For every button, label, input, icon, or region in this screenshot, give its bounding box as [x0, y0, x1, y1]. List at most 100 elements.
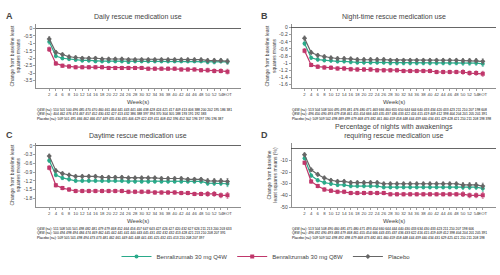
svg-text:Placebo (n=): 509 509 502 498: Placebo (n=): 509 509 502 498 492 498 47… [292, 236, 485, 240]
svg-text:-3.5: -3.5 [24, 77, 33, 83]
svg-text:6: 6 [317, 92, 320, 97]
svg-text:Placebo (n=): 509 501 491 466: Placebo (n=): 509 501 491 466 462 466 45… [37, 117, 223, 121]
svg-text:44: 44 [441, 92, 446, 97]
svg-text:30: 30 [395, 92, 400, 97]
svg-text:Q4W (n=): 513 504 508 490 460: Q4W (n=): 513 504 508 490 460 481 475 48… [292, 227, 474, 231]
svg-text:Week(s): Week(s) [127, 218, 149, 224]
svg-text:-2: -2 [28, 55, 33, 61]
svg-text:-1: -1 [283, 60, 288, 66]
svg-text:20: 20 [362, 211, 367, 216]
svg-text:24: 24 [119, 92, 124, 97]
svg-text:Q8W (n=): 496 492 490 493 483: Q8W (n=): 496 492 490 493 483 479 468 46… [292, 231, 487, 235]
svg-text:-0.2: -0.2 [279, 31, 288, 37]
svg-text:24: 24 [375, 211, 380, 216]
svg-text:16: 16 [348, 211, 353, 216]
svg-text:26: 26 [381, 211, 386, 216]
svg-text:44: 44 [185, 211, 190, 216]
svg-text:0: 0 [30, 25, 33, 31]
svg-text:40: 40 [172, 211, 177, 216]
svg-text:38: 38 [421, 211, 426, 216]
svg-text:40: 40 [172, 92, 177, 97]
svg-text:-1.5: -1.5 [24, 186, 33, 192]
svg-text:8: 8 [323, 211, 326, 216]
svg-text:4: 4 [310, 92, 313, 97]
svg-text:12: 12 [335, 92, 340, 97]
svg-text:24: 24 [119, 211, 124, 216]
svg-text:54: 54 [474, 92, 479, 97]
svg-text:Change from baseline leastsqua: Change from baseline leastsquares means [9, 144, 21, 205]
svg-text:EOT: EOT [478, 211, 487, 216]
svg-text:6: 6 [61, 92, 64, 97]
svg-text:Daily rescue medication use: Daily rescue medication use [94, 13, 182, 21]
svg-text:22: 22 [368, 211, 373, 216]
svg-text:-1.8: -1.8 [24, 195, 33, 201]
svg-text:-40: -40 [280, 192, 287, 198]
svg-text:4: 4 [55, 92, 58, 97]
svg-text:32: 32 [146, 92, 151, 97]
svg-text:46: 46 [447, 92, 452, 97]
svg-text:26: 26 [381, 92, 386, 97]
svg-text:10: 10 [329, 92, 334, 97]
svg-text:EOT: EOT [223, 211, 232, 216]
svg-text:12: 12 [335, 211, 340, 216]
svg-text:B: B [261, 11, 268, 21]
svg-text:50: 50 [461, 211, 466, 216]
svg-text:22: 22 [368, 92, 373, 97]
svg-text:Q4W (n=): 513 504 508 500 495: Q4W (n=): 513 504 508 500 495 493 481 47… [292, 108, 487, 112]
svg-text:54: 54 [474, 211, 479, 216]
svg-text:24: 24 [375, 92, 380, 97]
svg-text:-20: -20 [280, 169, 287, 175]
svg-text:0: 0 [30, 143, 33, 149]
svg-text:2: 2 [303, 211, 306, 216]
svg-text:-50: -50 [280, 204, 287, 210]
svg-text:-0.3: -0.3 [24, 151, 33, 157]
svg-text:50: 50 [205, 211, 210, 216]
svg-text:12: 12 [80, 211, 85, 216]
svg-text:-0.6: -0.6 [24, 160, 33, 166]
svg-text:A: A [6, 11, 13, 21]
svg-text:48: 48 [454, 92, 459, 97]
svg-text:-0.8: -0.8 [279, 53, 288, 59]
svg-text:20: 20 [362, 92, 367, 97]
svg-text:20: 20 [106, 211, 111, 216]
svg-text:52: 52 [212, 92, 217, 97]
svg-text:Change from baseline leastsqua: Change from baseline leastsquares means [264, 25, 277, 86]
svg-text:C: C [6, 130, 13, 140]
svg-text:50: 50 [461, 92, 466, 97]
svg-text:12: 12 [80, 92, 85, 97]
svg-text:42: 42 [179, 211, 184, 216]
svg-text:8: 8 [68, 211, 71, 216]
svg-text:52: 52 [212, 211, 217, 216]
svg-text:-10: -10 [280, 157, 287, 163]
svg-text:34: 34 [408, 211, 413, 216]
svg-text:46: 46 [192, 211, 197, 216]
svg-text:22: 22 [113, 92, 118, 97]
svg-text:38: 38 [166, 211, 171, 216]
svg-text:44: 44 [185, 92, 190, 97]
svg-text:-3: -3 [28, 70, 33, 76]
svg-text:30: 30 [139, 92, 144, 97]
svg-text:-1.5: -1.5 [24, 48, 33, 54]
svg-text:D: D [261, 130, 268, 140]
svg-text:-0.4: -0.4 [279, 39, 288, 45]
svg-text:42: 42 [434, 211, 439, 216]
svg-text:28: 28 [133, 92, 138, 97]
svg-text:42: 42 [434, 92, 439, 97]
svg-text:2: 2 [48, 211, 51, 216]
svg-text:6: 6 [317, 211, 320, 216]
svg-text:32: 32 [401, 211, 406, 216]
svg-text:14: 14 [342, 92, 347, 97]
svg-text:-0.9: -0.9 [24, 169, 33, 175]
svg-text:Daytime rescue medication use: Daytime rescue medication use [89, 132, 187, 140]
svg-text:-1.2: -1.2 [279, 67, 288, 73]
svg-text:Q4W (n=): 510 501 500 496 485: Q4W (n=): 510 501 500 496 485 470 470 46… [37, 108, 232, 112]
svg-text:Q4W (n=): 511 508 505 501 498: Q4W (n=): 511 508 505 501 498 482 481 47… [37, 227, 232, 231]
svg-text:Placebo (n=): 509 509 502 498: Placebo (n=): 509 509 502 498 489 499 47… [292, 117, 491, 121]
svg-text:28: 28 [133, 211, 138, 216]
svg-text:4: 4 [55, 211, 58, 216]
svg-text:0: 0 [285, 24, 288, 30]
svg-text:26: 26 [126, 92, 131, 97]
svg-text:36: 36 [159, 92, 164, 97]
svg-text:26: 26 [126, 211, 131, 216]
svg-text:46: 46 [192, 92, 197, 97]
